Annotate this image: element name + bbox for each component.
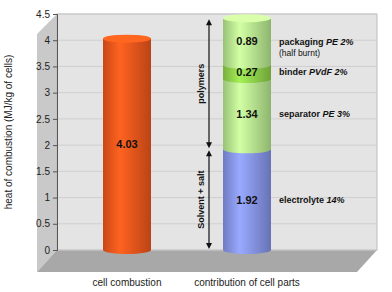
tick: 1.5: [36, 166, 57, 177]
arrow-head: [206, 19, 212, 25]
tick-mark: [53, 250, 57, 251]
series-label: separator PE 3%: [279, 109, 350, 119]
group-label: Solvent + salt: [196, 171, 206, 229]
tick-mark: [53, 198, 57, 199]
bars: [103, 14, 271, 250]
tick: 3: [44, 87, 57, 98]
tick-label: 1: [44, 192, 50, 203]
bar: [103, 39, 151, 250]
series-name: electrolyte: [279, 195, 324, 205]
bar: [223, 149, 271, 250]
tick-label: 1.5: [36, 166, 50, 177]
arrow-head: [206, 243, 212, 249]
floor: [37, 250, 377, 272]
tick-mark: [53, 66, 57, 67]
bar-top: [223, 14, 271, 22]
series-detail: PVdF 2%: [309, 67, 348, 77]
bar: [223, 79, 271, 149]
tick: 0: [44, 245, 57, 256]
bar-edge: [223, 145, 271, 153]
series-name: binder: [279, 67, 307, 77]
grid: [57, 14, 377, 250]
tick-label: 3.5: [36, 61, 50, 72]
series-detail: PE 3%: [323, 109, 351, 119]
bar-top: [103, 35, 151, 43]
tick: 2.5: [36, 114, 57, 125]
tick: 4: [44, 35, 57, 46]
labels: 4.03 1.92 1.34 0.27 0.89 electrolyte 14% separ…: [93, 19, 354, 288]
tick-label: 2.5: [36, 114, 50, 125]
tick: 2: [44, 140, 57, 151]
series-name: packaging: [279, 37, 324, 47]
tick-mark: [53, 224, 57, 225]
chart: 0 0.5 1 1.5 2 2.5 3 3.5 4 4.5 heat of combustion (…: [0, 0, 392, 292]
tick: 1: [44, 192, 57, 203]
group-bracket: Solvent + salt: [196, 150, 212, 249]
series-label: binder PVdF 2%: [279, 67, 348, 77]
tick-label: 0: [44, 245, 50, 256]
back-wall: [57, 14, 377, 250]
tick-label: 2: [44, 140, 50, 151]
series-label: packaging PE 2%: [279, 37, 354, 47]
tick-label: 4: [44, 35, 50, 46]
series-label: electrolyte 14%: [279, 195, 345, 205]
bracket-line: [208, 23, 209, 144]
tick-label: 4.5: [36, 9, 50, 20]
side-wall: [37, 14, 57, 272]
data-label: 0.89: [236, 35, 257, 47]
bracket-line: [208, 154, 209, 245]
data-label: 1.92: [236, 194, 257, 206]
tick-label: 0.5: [36, 218, 50, 229]
tick-mark: [53, 93, 57, 94]
series-detail: PE 2%: [326, 37, 354, 47]
tick-mark: [53, 119, 57, 120]
y-axis: 0 0.5 1 1.5 2 2.5 3 3.5 4 4.5: [36, 9, 57, 256]
series-name: separator: [279, 109, 321, 119]
arrow-head: [206, 142, 212, 148]
category-label: cell combustion: [93, 277, 162, 288]
bar: [223, 18, 271, 65]
tick-label: 3: [44, 87, 50, 98]
group-bracket: polymers: [196, 19, 212, 148]
tick: 4.5: [36, 9, 57, 20]
data-label: 1.34: [236, 108, 258, 120]
axis-line: [53, 15, 58, 251]
grid-line: [57, 14, 377, 15]
category-label: contribution of cell parts: [194, 277, 300, 288]
series-note: (half burnt): [279, 48, 320, 58]
tick: 3.5: [36, 61, 57, 72]
tick-mark: [53, 171, 57, 172]
tick-mark: [53, 14, 57, 15]
arrow-head: [206, 150, 212, 156]
series-detail: 14%: [327, 195, 345, 205]
group-label: polymers: [196, 64, 206, 104]
tick: 0.5: [36, 218, 57, 229]
tick-mark: [53, 40, 57, 41]
data-label: 0.27: [236, 66, 257, 78]
y-axis-title: heat of combustion (MJ/kg of cells): [3, 55, 14, 210]
tick-mark: [53, 145, 57, 146]
data-label: 4.03: [116, 138, 137, 150]
